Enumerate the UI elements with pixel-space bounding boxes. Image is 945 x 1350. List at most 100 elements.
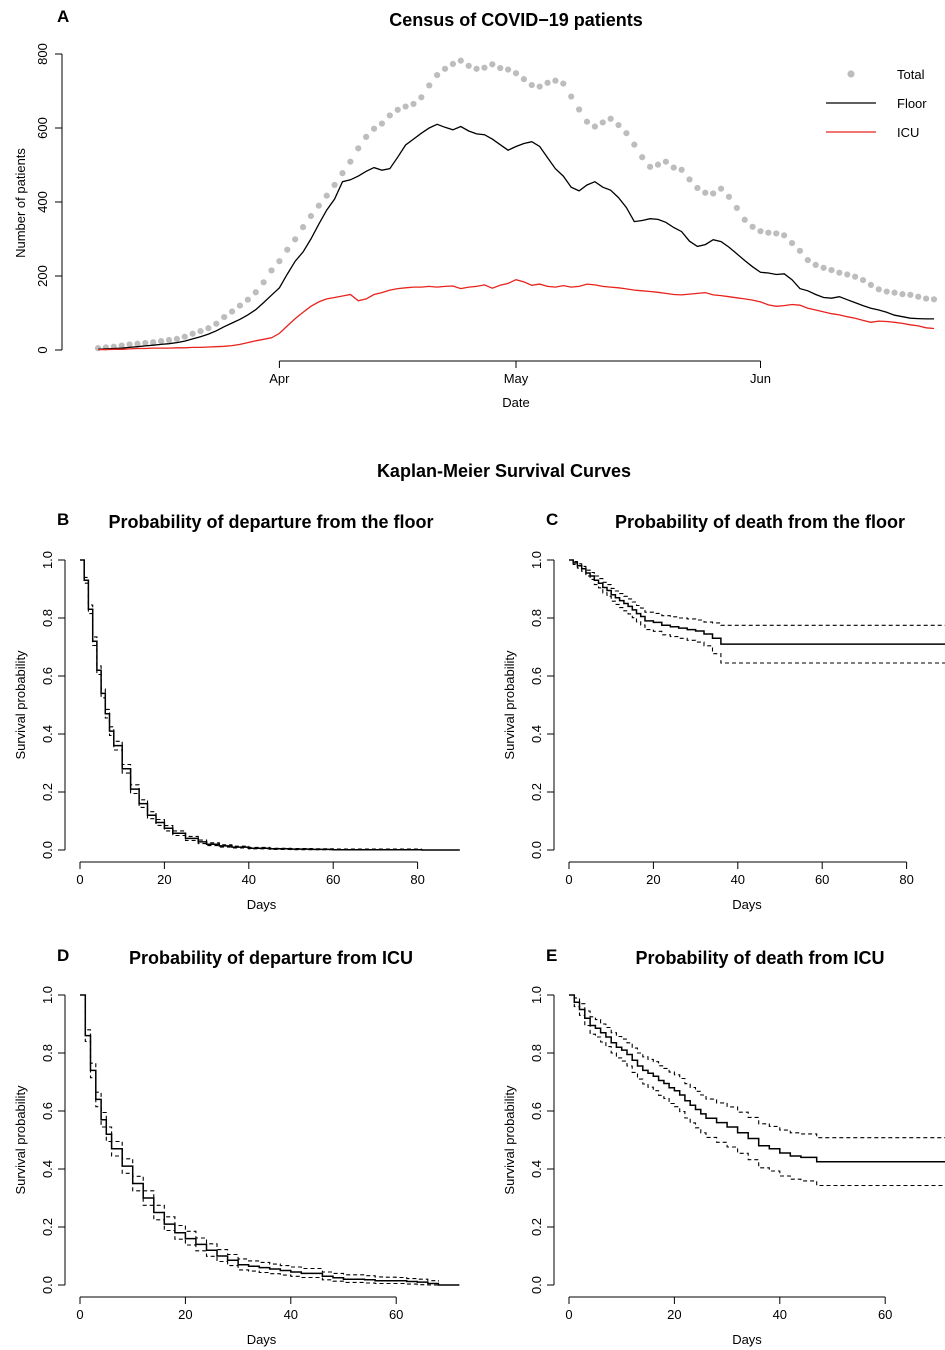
floor-line (97, 123, 934, 350)
y-tick-label-e: 0.0 (529, 1276, 544, 1294)
x-tick-label-e: 40 (773, 1307, 787, 1322)
km-lower-curve-b (80, 559, 422, 851)
total-point (615, 121, 622, 129)
total-point (678, 166, 685, 173)
y-axis-label-c: Survival probability (502, 650, 517, 760)
total-point (173, 335, 180, 342)
total-point (781, 232, 788, 239)
panel-e: E Probability of death from ICU 0.0 0.2 0.4 0… (502, 946, 945, 1347)
y-tick-label-b: 0.2 (40, 783, 55, 801)
total-point (213, 320, 220, 327)
total-point (165, 336, 173, 344)
legend-label: ICU (897, 125, 919, 140)
km-estimate-curve-e (569, 994, 945, 1163)
x-tick-label-a: Jun (750, 371, 771, 386)
total-point (481, 64, 488, 71)
y-tick-label-c: 0.6 (529, 667, 544, 685)
y-tick-label-a: 800 (35, 43, 50, 65)
total-point (268, 267, 275, 274)
y-tick-label-b: 0.4 (40, 725, 55, 743)
total-point (686, 176, 693, 183)
y-tick-label-e: 0.2 (529, 1218, 544, 1236)
total-point (536, 83, 543, 90)
total-point (292, 236, 299, 243)
x-axis-label-c: Days (732, 897, 762, 912)
x-axis-label-b: Days (247, 897, 277, 912)
total-point (189, 330, 196, 337)
total-point (465, 62, 472, 69)
panel-label-d: D (57, 946, 69, 965)
total-point (363, 133, 370, 140)
total-point (394, 106, 401, 113)
x-tick-label-a: May (504, 371, 529, 386)
x-tick-label-c: 40 (731, 872, 745, 887)
km-upper-curve-d (80, 994, 439, 1282)
y-tick-label-d: 0.4 (40, 1160, 55, 1178)
total-point (441, 65, 449, 72)
total-point (434, 71, 441, 79)
x-tick-label-e: 20 (667, 1307, 681, 1322)
y-axis-label-d: Survival probability (13, 1085, 28, 1195)
total-point (386, 112, 393, 119)
y-tick-label-e: 0.8 (529, 1044, 544, 1062)
y-tick-label-d: 0.6 (40, 1102, 55, 1120)
total-point (331, 181, 338, 189)
total-point (788, 239, 796, 247)
total-point (221, 313, 228, 321)
total-point (568, 93, 575, 100)
y-tick-label-c: 0.0 (529, 841, 544, 859)
total-point (733, 204, 740, 212)
total-point (284, 246, 291, 253)
total-point (710, 190, 717, 197)
panel-c: C Probability of death from the floor 0.0 0… (502, 510, 945, 912)
total-point (623, 130, 630, 137)
x-tick-label-c: 20 (646, 872, 660, 887)
total-point (646, 163, 654, 170)
total-point (244, 296, 251, 303)
total-point (852, 273, 859, 280)
total-point (299, 224, 307, 231)
total-point (670, 164, 677, 171)
total-point (118, 342, 125, 349)
total-point (907, 291, 914, 298)
x-tick-label-c: 80 (899, 872, 913, 887)
km-section-title: Kaplan-Meier Survival Curves (377, 461, 631, 481)
panel-label-c: C (546, 510, 558, 529)
total-point (355, 145, 362, 152)
km-estimate-curve-c (569, 559, 945, 645)
total-point (449, 60, 457, 68)
total-point (252, 289, 259, 296)
total-point (915, 293, 922, 300)
total-point (891, 289, 898, 296)
x-tick-label-a: Apr (269, 371, 290, 386)
total-point (497, 64, 504, 72)
x-tick-label-d: 40 (284, 1307, 298, 1322)
km-lower-curve-d (80, 994, 439, 1286)
y-tick-label-d: 0.2 (40, 1218, 55, 1236)
total-point (836, 269, 843, 276)
total-point (607, 115, 614, 122)
total-point (552, 77, 559, 84)
total-point (725, 193, 733, 200)
y-tick-label-c: 0.2 (529, 783, 544, 801)
y-tick-label-c: 1.0 (529, 551, 544, 569)
x-tick-label-b: 0 (76, 872, 83, 887)
total-point (142, 339, 149, 347)
y-axis-label-a: Number of patients (13, 148, 28, 258)
y-tick-label-d: 0.8 (40, 1044, 55, 1062)
total-point (473, 65, 480, 72)
x-tick-label-b: 60 (326, 872, 340, 887)
km-upper-curve-c (569, 559, 945, 626)
total-point (796, 247, 804, 254)
total-point (512, 70, 520, 77)
total-point (205, 325, 212, 332)
total-point (859, 276, 867, 284)
x-tick-label-c: 60 (815, 872, 829, 887)
km-estimate-curve-b (80, 559, 460, 851)
x-tick-label-d: 60 (389, 1307, 403, 1322)
x-tick-label-b: 20 (157, 872, 171, 887)
total-point (765, 229, 772, 236)
y-tick-label-c: 0.8 (529, 609, 544, 627)
total-point (923, 295, 930, 302)
total-point (520, 76, 527, 83)
